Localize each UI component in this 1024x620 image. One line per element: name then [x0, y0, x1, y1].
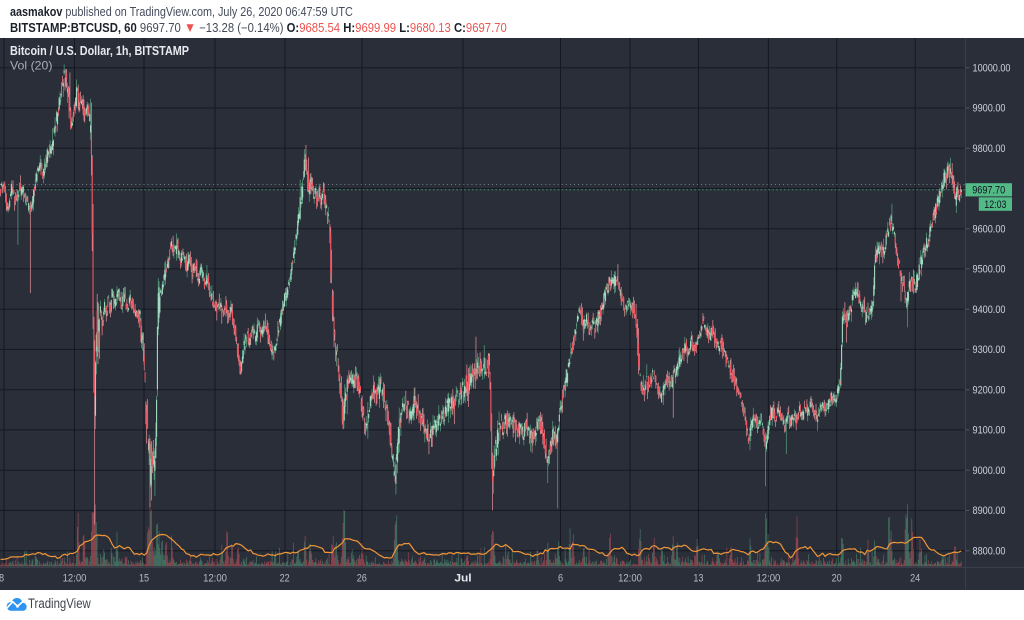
svg-text:12:00: 12:00 [63, 573, 87, 585]
svg-text:9600.00: 9600.00 [973, 223, 1006, 235]
svg-text:9400.00: 9400.00 [973, 304, 1006, 316]
svg-text:8: 8 [0, 573, 4, 585]
svg-text:12:00: 12:00 [203, 573, 227, 585]
svg-text:24: 24 [910, 573, 920, 585]
svg-text:9300.00: 9300.00 [973, 344, 1006, 356]
svg-text:26: 26 [357, 573, 367, 585]
svg-text:8900.00: 8900.00 [973, 505, 1006, 517]
svg-text:Vol (20): Vol (20) [10, 59, 53, 73]
svg-text:Bitcoin / U.S. Dollar, 1h, BIT: Bitcoin / U.S. Dollar, 1h, BITSTAMP [10, 43, 189, 58]
svg-text:12:00: 12:00 [757, 573, 781, 585]
svg-text:9000.00: 9000.00 [973, 465, 1006, 477]
svg-text:9200.00: 9200.00 [973, 384, 1006, 396]
svg-text:9100.00: 9100.00 [973, 425, 1006, 437]
svg-text:12:03: 12:03 [984, 199, 1006, 211]
svg-text:8800.00: 8800.00 [973, 545, 1006, 557]
svg-text:9500.00: 9500.00 [973, 264, 1006, 276]
svg-text:9697.70: 9697.70 [972, 185, 1005, 197]
svg-text:10000.00: 10000.00 [973, 62, 1011, 74]
svg-text:9900.00: 9900.00 [973, 103, 1006, 115]
svg-text:9800.00: 9800.00 [973, 143, 1006, 155]
svg-text:6: 6 [558, 573, 563, 585]
svg-text:22: 22 [280, 573, 290, 585]
svg-text:15: 15 [139, 573, 149, 585]
svg-text:12:00: 12:00 [618, 573, 642, 585]
svg-text:Jul: Jul [454, 573, 471, 585]
svg-text:20: 20 [832, 573, 842, 585]
svg-text:13: 13 [693, 573, 703, 585]
